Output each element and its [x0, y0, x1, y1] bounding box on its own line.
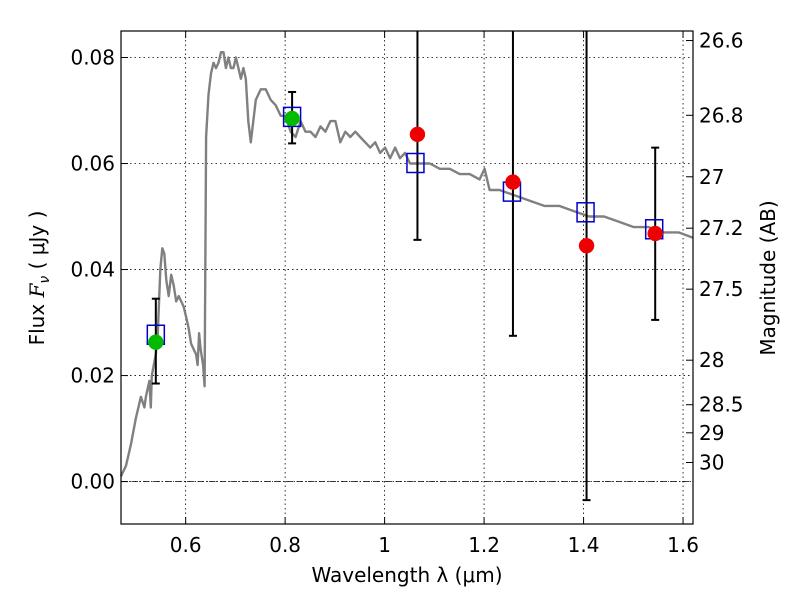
x-tick-label: 1.2 [468, 533, 500, 557]
x-tick-labels: 0.6 0.8 1 1.2 1.4 1.6 [170, 533, 699, 557]
model-band-fluxes [146, 106, 664, 346]
x-axis-label: Wavelength λ (μm) [311, 563, 502, 587]
plot-frame [120, 30, 694, 525]
right-tick-label: 26.6 [699, 29, 744, 53]
upper-limit-point [505, 174, 521, 190]
y-tick-label: 0.02 [70, 364, 115, 388]
x-tick-label: 0.8 [269, 533, 301, 557]
y-axis-label-subscript: ν [37, 276, 53, 284]
model-flux-square [406, 152, 425, 174]
detection-point [148, 334, 164, 350]
error-bars [151, 31, 660, 502]
upper-limit-point [647, 225, 663, 242]
y-axis-label-prefix: Flux [25, 297, 49, 345]
right-tick-label: 28.5 [699, 393, 744, 417]
model-spectrum [119, 51, 694, 477]
y-axis-label-suffix: ( μJy ) [25, 211, 49, 276]
y-axis-label-left: Flux Fν ( μJy ) [25, 211, 53, 346]
y-tick-label: 0.04 [70, 258, 115, 282]
x-tick-label: 0.6 [170, 533, 202, 557]
y-tick-labels: 0.00 0.02 0.04 0.06 0.08 [70, 46, 115, 494]
y-tick-label: 0.08 [70, 46, 115, 70]
y-tick-label: 0.00 [70, 470, 115, 494]
right-tick-label: 27.5 [699, 277, 744, 301]
x-tick-label: 1 [378, 533, 391, 557]
x-tick-label: 1.6 [667, 533, 699, 557]
x-tick-label: 1.4 [568, 533, 600, 557]
right-tick-label: 28 [699, 348, 724, 372]
right-tick-label: 26.8 [699, 103, 744, 127]
axis-ticks [121, 31, 693, 524]
model-flux-square [576, 202, 595, 223]
spectrum-line [119, 51, 694, 477]
y-axis-label-right: Magnitude (AB) [756, 200, 780, 355]
grid [121, 31, 693, 524]
data-points [148, 110, 663, 350]
upper-limit-point [409, 126, 426, 143]
y-axis-label-symbol: F [25, 282, 49, 298]
right-tick-label: 30 [699, 451, 724, 475]
y-tick-label: 0.06 [70, 152, 115, 176]
right-tick-label: 29 [699, 421, 724, 445]
right-tick-label: 27.2 [699, 216, 744, 240]
upper-limit-point [578, 237, 595, 254]
right-tick-label: 27 [699, 165, 724, 189]
detection-point [284, 110, 300, 127]
model-flux-square [282, 106, 302, 128]
right-tick-labels: 26.6 26.8 27 27.2 27.5 28 28.5 29 30 [699, 29, 744, 475]
